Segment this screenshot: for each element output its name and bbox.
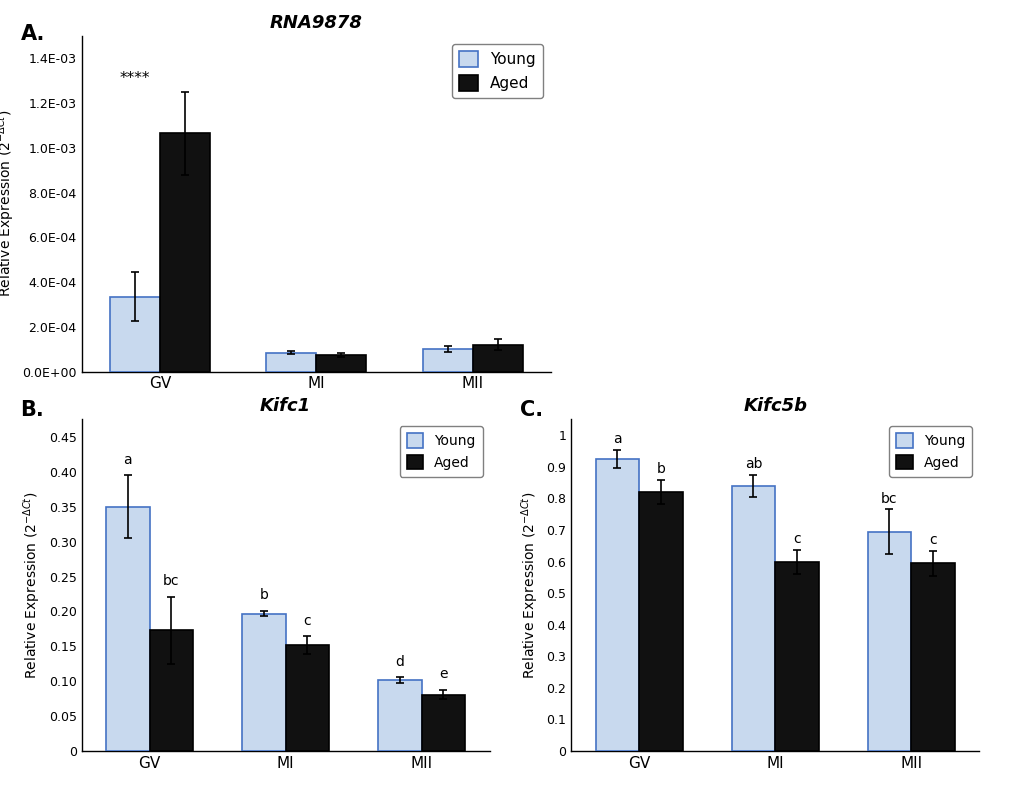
Y-axis label: Relative Expression $(2^{-\Delta Ct})$: Relative Expression $(2^{-\Delta Ct})$ xyxy=(21,491,43,679)
Bar xyxy=(316,355,366,372)
Text: ab: ab xyxy=(744,457,761,471)
Text: A.: A. xyxy=(20,24,45,44)
Bar xyxy=(472,344,522,372)
Bar xyxy=(910,563,954,751)
Bar xyxy=(242,614,285,751)
Text: ****: **** xyxy=(119,71,150,86)
Bar xyxy=(774,562,818,751)
Y-axis label: Relative Expression $(2^{-\Delta Ct})$: Relative Expression $(2^{-\Delta Ct})$ xyxy=(519,491,540,679)
Text: e: e xyxy=(439,667,447,682)
Bar xyxy=(378,680,421,751)
Title: RNA9878: RNA9878 xyxy=(269,14,363,32)
Text: b: b xyxy=(656,463,664,476)
Bar xyxy=(110,296,160,372)
Text: b: b xyxy=(259,588,268,602)
Legend: Young, Aged: Young, Aged xyxy=(889,427,971,477)
Text: d: d xyxy=(395,654,404,669)
Text: c: c xyxy=(793,532,800,546)
Y-axis label: Relative Expression $(2^{-\Delta Ct})$: Relative Expression $(2^{-\Delta Ct})$ xyxy=(0,110,16,297)
Bar xyxy=(731,486,774,751)
Bar xyxy=(150,630,193,751)
Text: bc: bc xyxy=(880,491,897,506)
Bar xyxy=(422,349,472,372)
Bar xyxy=(160,133,210,372)
Bar xyxy=(285,645,329,751)
Bar xyxy=(867,531,910,751)
Text: c: c xyxy=(304,614,311,627)
Text: c: c xyxy=(928,533,935,547)
Legend: Young, Aged: Young, Aged xyxy=(451,44,543,98)
Bar xyxy=(106,507,150,751)
Title: Kifc1: Kifc1 xyxy=(260,397,311,415)
Text: C.: C. xyxy=(520,400,543,419)
Bar xyxy=(266,352,316,372)
Bar xyxy=(639,492,682,751)
Bar xyxy=(595,459,639,751)
Legend: Young, Aged: Young, Aged xyxy=(399,427,482,477)
Text: bc: bc xyxy=(163,574,179,588)
Text: B.: B. xyxy=(20,400,44,419)
Text: a: a xyxy=(612,432,622,447)
Title: Kifc5b: Kifc5b xyxy=(743,397,806,415)
Bar xyxy=(421,694,465,751)
Text: a: a xyxy=(123,453,132,467)
